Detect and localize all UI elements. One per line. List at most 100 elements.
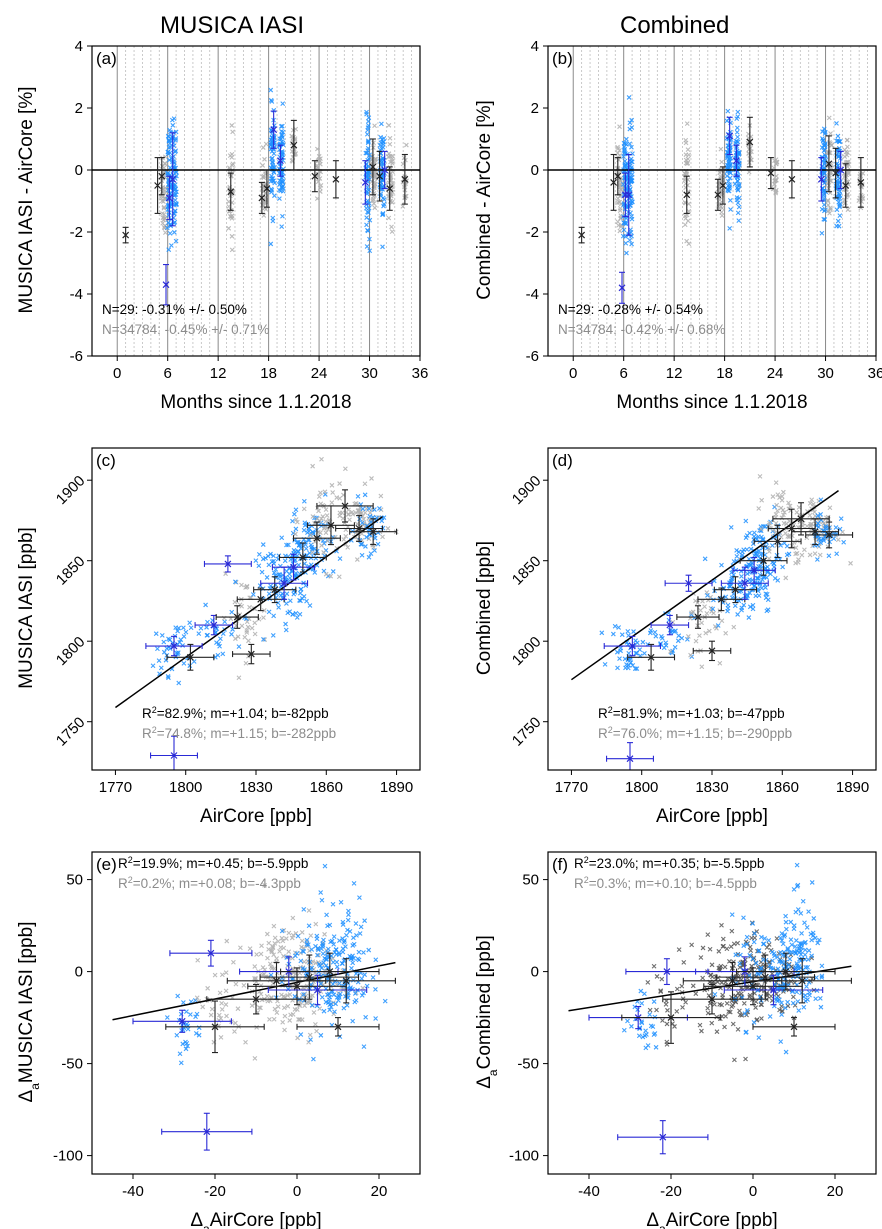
- y-tick-label: -6: [526, 348, 539, 365]
- scatter-point: [171, 154, 176, 159]
- scatter-point: [205, 619, 210, 625]
- scatter-point: [362, 972, 368, 978]
- scatter-point: [256, 563, 262, 569]
- scatter-point: [771, 561, 777, 567]
- scatter-point: [378, 134, 384, 140]
- scatter-point: [699, 664, 705, 670]
- scatter-point: [366, 210, 371, 216]
- scatter-point: [750, 606, 756, 612]
- scatter-point: [815, 513, 821, 519]
- scatter-point: [310, 529, 316, 535]
- scatter-point: [610, 631, 616, 637]
- scatter-point: [794, 961, 800, 966]
- scatter-point: [228, 173, 234, 179]
- scatter-point: [283, 627, 289, 633]
- scatter-point: [629, 144, 634, 150]
- scatter-point: [260, 542, 266, 547]
- scatter-point: [276, 572, 281, 577]
- scatter-point: [719, 159, 725, 165]
- scatter-point: [344, 1003, 350, 1008]
- scatter-point: [231, 959, 236, 965]
- scatter-point: [245, 624, 251, 630]
- scatter-point: [323, 507, 329, 512]
- scatter-point: [266, 940, 272, 946]
- scatter-point: [725, 108, 731, 114]
- errorbar-point-13: [306, 505, 355, 546]
- scatter-point: [727, 159, 733, 164]
- scatter-point: [740, 549, 745, 555]
- stat-line-0: R2=81.9%; m=+1.03; b=-47ppb: [598, 705, 785, 721]
- scatter-point: [350, 1018, 356, 1024]
- y-tick-label: 0: [75, 162, 83, 179]
- scatter-point: [756, 948, 762, 954]
- scatter-point: [599, 630, 605, 636]
- scatter-point: [631, 629, 636, 634]
- panel-label: (f): [552, 855, 568, 874]
- scatter-point: [346, 908, 351, 914]
- y-tick-label: 50: [522, 872, 539, 889]
- scatter-point: [750, 602, 756, 608]
- scatter-point: [159, 195, 164, 201]
- scatter-point: [301, 906, 307, 912]
- scatter-point: [270, 218, 276, 224]
- scatter-point: [367, 236, 372, 242]
- scatter-point: [172, 197, 178, 203]
- scatter-point: [775, 966, 781, 972]
- errorbar-point-2: [627, 643, 676, 671]
- errorbar-point-12: [752, 958, 852, 1004]
- scatter-point: [313, 555, 319, 561]
- errorbar-point-6: [227, 172, 235, 211]
- scatter-point: [735, 134, 740, 140]
- scatter-point: [799, 930, 804, 936]
- scatter-point: [813, 996, 819, 1002]
- scatter-point: [194, 995, 200, 1001]
- scatter-point: [739, 1012, 745, 1018]
- scatter-point: [627, 120, 633, 126]
- scatter-point: [171, 116, 177, 122]
- scatter-point: [614, 649, 620, 655]
- x-tick-label: 6: [164, 365, 172, 382]
- scatter-point: [653, 633, 659, 639]
- errorbar-point-11: [296, 1017, 380, 1037]
- scatter-point: [674, 1008, 680, 1014]
- scatter-point: [363, 544, 368, 549]
- scatter-point: [379, 121, 384, 127]
- scatter-point: [841, 539, 847, 545]
- scatter-point: [624, 250, 629, 256]
- scatter-point: [241, 982, 247, 988]
- scatter-point: [280, 140, 286, 146]
- scatter-point: [685, 634, 691, 639]
- scatter-point: [697, 633, 702, 639]
- scatter-point: [821, 196, 827, 201]
- scatter-point: [837, 213, 843, 218]
- x-tick-label: 36: [412, 365, 429, 382]
- scatter-point: [167, 141, 173, 146]
- scatter-point: [834, 551, 840, 557]
- x-tick-label: 30: [361, 365, 378, 382]
- scatter-point: [720, 944, 726, 949]
- scatter-point: [782, 509, 787, 515]
- scatter-point: [229, 233, 235, 239]
- errorbar-point-14: [361, 160, 369, 205]
- scatter-point: [312, 539, 318, 545]
- scatter-point: [258, 951, 264, 957]
- scatter-point: [654, 974, 660, 979]
- x-axis-label: AirCore [ppb]: [656, 806, 768, 827]
- x-tick-label: 0: [113, 365, 121, 382]
- scatter-point: [845, 207, 851, 213]
- scatter-point: [793, 951, 799, 956]
- scatter-point: [754, 551, 759, 557]
- scatter-point: [380, 534, 385, 540]
- scatter-point: [783, 1049, 789, 1055]
- scatter-point: [293, 517, 299, 522]
- scatter-point: [322, 489, 328, 495]
- scatter-point: [785, 946, 791, 951]
- scatter-point: [400, 204, 406, 209]
- scatter-point: [246, 638, 251, 644]
- scatter-point: [818, 512, 824, 517]
- scatter-point: [282, 1027, 287, 1033]
- errorbar-point-9: [267, 974, 368, 1006]
- scatter-point: [362, 481, 368, 487]
- y-axis-label: ΔaCombined [ppb]: [474, 935, 500, 1089]
- plot-area: [570, 473, 854, 770]
